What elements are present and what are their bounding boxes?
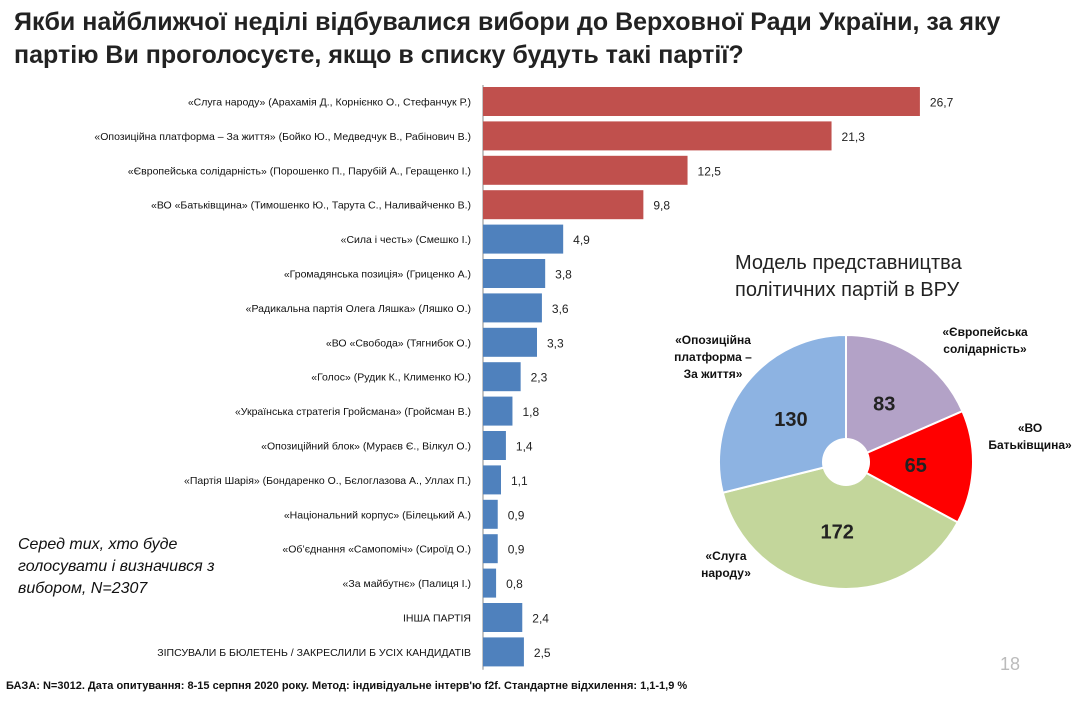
bar-value-label: 3,6 — [552, 302, 569, 316]
bar — [483, 534, 498, 564]
pie-slice — [843, 409, 974, 524]
bar-category-label: «За майбутнє» (Палиця І.) — [343, 578, 471, 590]
bar — [483, 568, 497, 598]
bar-category-label: «Опозиційний блок» (Мураєв Є., Вілкул О.… — [261, 441, 471, 453]
pie-slice-label: «Слуга народу» — [701, 549, 751, 580]
bar-category-label: «Українська стратегія Гройсмана» (Гройсм… — [235, 406, 471, 418]
bar-value-label: 9,8 — [653, 199, 670, 213]
bar-category-label: «Слуга народу» (Арахамія Д., Корнієнко О… — [188, 97, 471, 109]
bar — [483, 87, 920, 116]
bar-value-label: 0,9 — [508, 508, 525, 522]
bar-value-label: 12,5 — [698, 164, 722, 178]
bar-value-label: 0,9 — [508, 543, 525, 557]
chart-title: Якби найближчої неділі відбувалися вибор… — [14, 8, 1001, 69]
bar-value-label: 2,5 — [534, 646, 551, 660]
pie-slice-label: «Опозиційна платформа – За життя» — [674, 333, 752, 381]
bar — [483, 259, 546, 288]
bar-category-label: «Опозиційна платформа – За життя» (Бойко… — [94, 131, 471, 143]
bar-value-label: 0,8 — [506, 577, 523, 591]
bar — [483, 396, 513, 426]
donut-hole — [822, 438, 870, 486]
bar-value-label: 2,3 — [531, 371, 548, 385]
bar — [483, 190, 644, 220]
bar — [483, 121, 832, 151]
pie-slice — [718, 333, 847, 494]
pie-slice-value: 65 — [905, 455, 927, 477]
bar — [483, 499, 498, 529]
bar-category-label: «Європейська солідарність» (Порошенко П.… — [128, 165, 471, 177]
bar — [483, 637, 524, 667]
bar-category-label: «Сила і честь» (Смешко І.) — [341, 234, 471, 246]
bar-value-label: 3,8 — [555, 268, 572, 282]
footer-base-info: БАЗА: N=3012. Дата опитування: 8-15 серп… — [6, 680, 688, 692]
pie-chart-title: Модель представництва політичних партій … — [735, 252, 962, 301]
bar — [483, 362, 521, 392]
bar-category-label: «Національний корпус» (Білецький А.) — [284, 509, 471, 521]
bar-value-label: 1,1 — [511, 474, 528, 488]
page-number: 18 — [1000, 654, 1021, 674]
pie-slice-label: «Європейська солідарність» — [942, 325, 1028, 356]
bar-category-label: «ВО «Батьківщина» (Тимошенко Ю., Тарута … — [151, 200, 471, 212]
bar-value-label: 1,8 — [522, 405, 539, 419]
bar-value-label: 4,9 — [573, 233, 590, 247]
bar-value-label: 2,4 — [532, 612, 549, 626]
pie-slice-value: 172 — [821, 521, 854, 543]
pie-slice-label: «ВО Батьківщина» — [988, 421, 1072, 452]
bar-category-label: «Голос» (Рудик К., Клименко Ю.) — [311, 372, 471, 384]
pie-slice — [721, 460, 960, 590]
bar — [483, 431, 506, 460]
bar-value-label: 26,7 — [930, 96, 954, 110]
bar — [483, 224, 564, 254]
bar-category-label: «Громадянська позиція» (Гриценко А.) — [284, 269, 471, 281]
pie-slice-value: 130 — [774, 409, 807, 431]
bar-value-label: 3,3 — [547, 336, 564, 350]
bar — [483, 465, 501, 495]
bar-category-label: «Радикальна партія Олега Ляшка» (Ляшко О… — [246, 303, 471, 315]
bar-value-label: 1,4 — [516, 440, 533, 454]
bar-category-label: ІНША ПАРТІЯ — [403, 613, 471, 625]
bar — [483, 155, 688, 185]
bar-category-label: «Об’єднання «Самопоміч» (Сироїд О.) — [282, 544, 471, 556]
sample-note: Серед тих, хто буде голосувати і визначи… — [18, 536, 215, 597]
bar — [483, 293, 542, 323]
bar-value-label: 21,3 — [842, 130, 866, 144]
pie-slice — [845, 333, 964, 464]
bar — [483, 327, 537, 357]
bar-category-label: ЗІПСУВАЛИ Б БЮЛЕТЕНЬ / ЗАКРЕСЛИЛИ Б УСІХ… — [157, 647, 471, 659]
pie-slice-value: 83 — [873, 394, 895, 416]
bar — [483, 603, 523, 632]
bar-category-label: «Партія Шарія» (Бондаренко О., Бєлоглазо… — [184, 475, 471, 487]
bar-category-label: «ВО «Свобода» (Тягнибок О.) — [326, 337, 471, 349]
